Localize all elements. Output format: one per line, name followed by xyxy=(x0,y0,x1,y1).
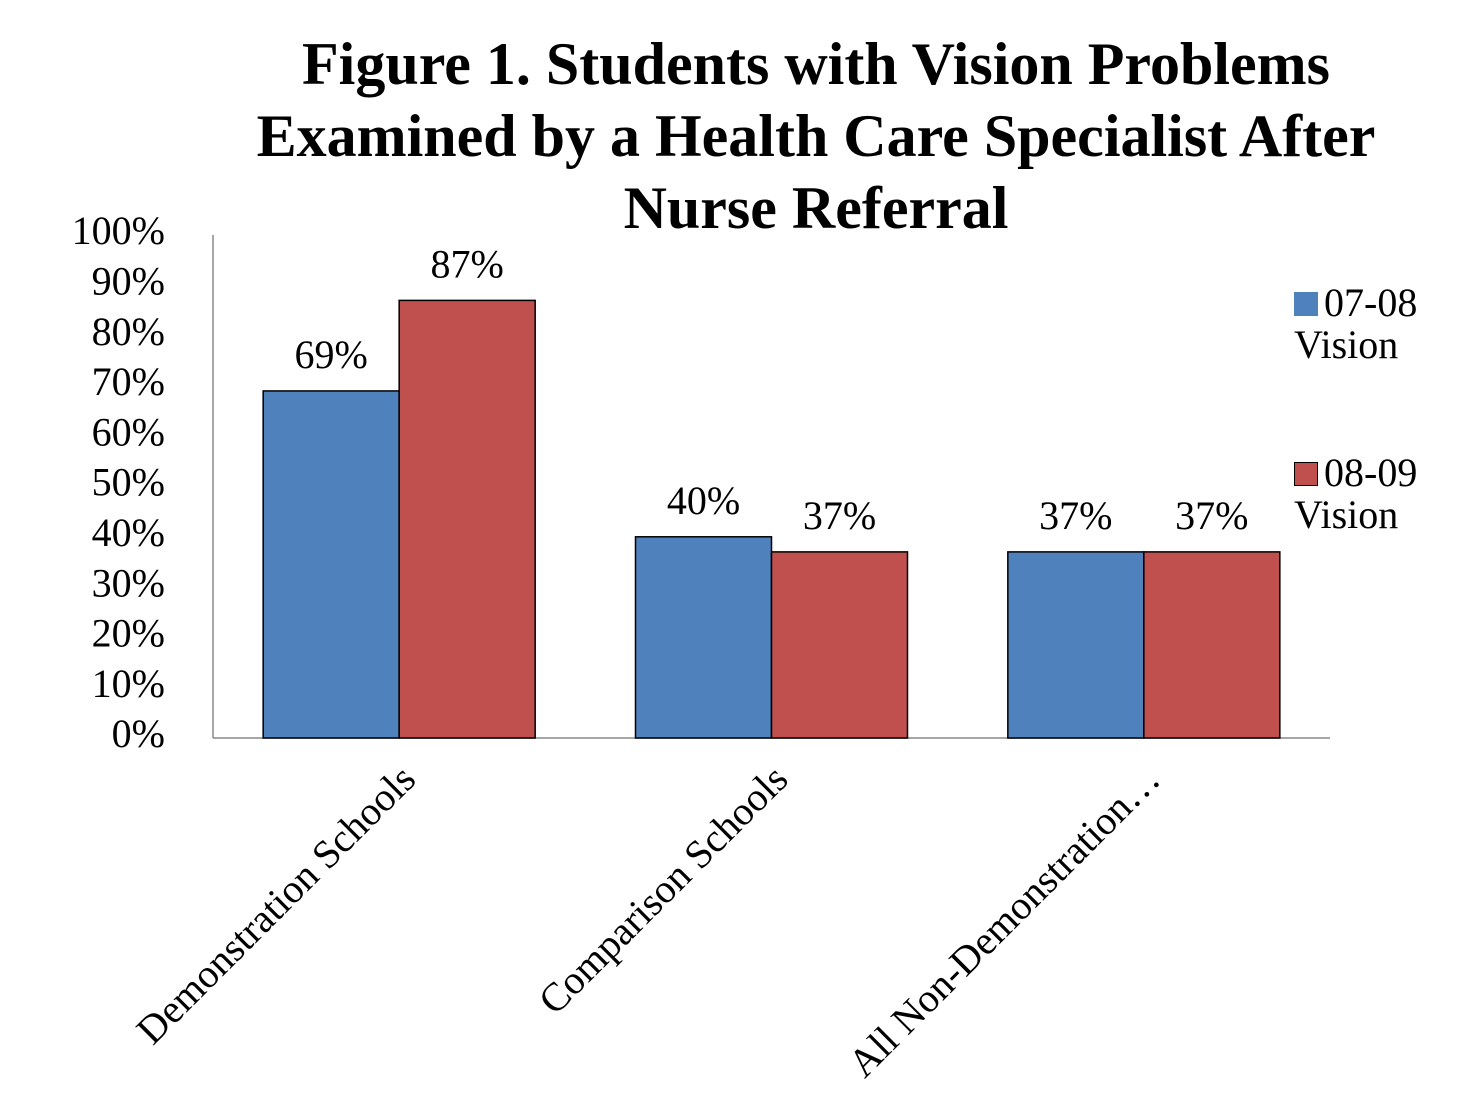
y-tick-label: 0% xyxy=(112,711,165,756)
y-tick-label: 50% xyxy=(92,460,165,505)
bar xyxy=(1007,551,1145,739)
y-tick-label: 90% xyxy=(92,258,165,303)
bar xyxy=(634,536,773,739)
legend-item: 08-09 Vision xyxy=(1294,452,1464,536)
legend-swatch xyxy=(1294,462,1318,486)
bar xyxy=(770,551,909,739)
value-label: 37% xyxy=(1039,493,1112,538)
y-tick-label: 60% xyxy=(92,409,165,454)
y-tick-label: 40% xyxy=(92,510,165,555)
x-tick-label: Comparison Schools xyxy=(530,756,797,1023)
value-label: 37% xyxy=(803,493,876,538)
y-tick-label: 70% xyxy=(92,359,165,404)
y-tick-label: 80% xyxy=(92,309,165,354)
value-label: 69% xyxy=(295,332,368,377)
bar xyxy=(398,299,536,739)
y-tick-label: 10% xyxy=(92,661,165,706)
legend-label: 08-09 Vision xyxy=(1294,450,1418,537)
bar xyxy=(1143,551,1281,739)
chart-title: Figure 1. Students with Vision Problems … xyxy=(256,31,1376,241)
legend-swatch xyxy=(1294,292,1318,316)
legend-item: 07-08 Vision xyxy=(1294,282,1464,366)
x-tick-label: All Non-Demonstration… xyxy=(839,756,1169,1086)
legend-label: 07-08 Vision xyxy=(1294,280,1418,367)
y-tick-label: 20% xyxy=(92,611,165,656)
y-tick-label: 100% xyxy=(72,208,165,253)
value-label: 40% xyxy=(667,478,740,523)
bar xyxy=(262,390,400,739)
value-label: 87% xyxy=(431,242,504,287)
x-tick-label: Demonstration Schools xyxy=(127,756,424,1053)
value-label: 37% xyxy=(1175,493,1248,538)
y-tick-label: 30% xyxy=(92,560,165,605)
